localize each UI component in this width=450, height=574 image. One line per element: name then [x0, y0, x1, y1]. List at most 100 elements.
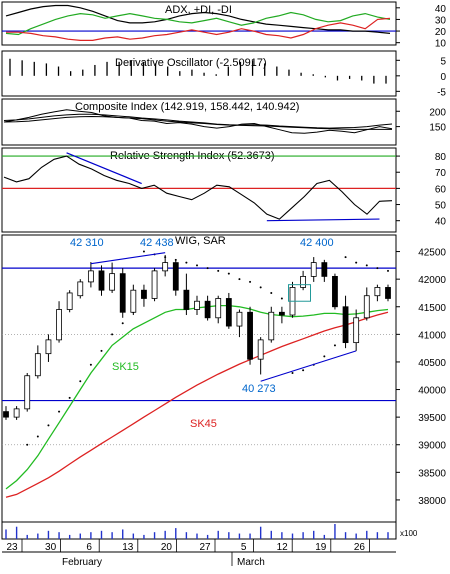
candle-body	[374, 287, 381, 297]
candle-body	[3, 411, 9, 418]
sar-dot	[227, 272, 230, 275]
rsi-panel: Relative Strength Index (52.3673) 405060…	[1, 147, 447, 233]
candle-body	[332, 275, 338, 308]
sar-dot	[121, 322, 124, 325]
price-axis-tick-label: 39500	[418, 413, 446, 424]
sar-dot	[238, 278, 241, 281]
adx-axis-tick-label: 30	[435, 15, 447, 26]
sar-dot	[387, 269, 389, 272]
sar-dot	[291, 371, 294, 374]
sar-dot	[355, 261, 358, 264]
sar-dot	[89, 363, 92, 366]
price-axis-tick-label: 42500	[418, 248, 446, 259]
x-tick-label: 19	[315, 542, 327, 553]
x-tick-label: 12	[277, 542, 289, 553]
composite-panel-frame	[1, 98, 397, 146]
candle-body	[204, 300, 211, 319]
candle-body	[353, 317, 360, 344]
adx-series-minus_di	[6, 17, 391, 41]
sar-dot	[323, 355, 326, 358]
composite-series-ma_slow	[3, 115, 392, 130]
rsi-trendline	[66, 152, 142, 185]
price-axis-tick-label: 40000	[418, 386, 446, 397]
sk45-line	[5, 311, 389, 498]
sar-dot	[47, 424, 50, 427]
sar-dot	[365, 264, 368, 267]
candle-body	[151, 270, 158, 299]
candle-body	[321, 262, 328, 277]
price-axis-tick-label: 39000	[418, 441, 446, 452]
x-tick-label: 5	[241, 542, 247, 553]
sar-dot	[259, 286, 262, 289]
x-tick-label: 26	[354, 542, 366, 553]
candle-body	[310, 262, 317, 277]
candle-body	[247, 311, 253, 360]
candle-body	[257, 339, 264, 360]
candle-body	[194, 300, 200, 310]
x-axis: February March 23 30 6 13 20 27 5 12 19 26	[2, 539, 396, 568]
sk15-label: SK15	[112, 361, 139, 373]
sk15-line	[5, 304, 389, 490]
sar-dot	[142, 250, 145, 253]
sar-dot	[206, 267, 209, 270]
annotation-low: 40 273	[242, 383, 276, 395]
candle-body	[56, 309, 62, 341]
price-axis-tick-label: 42000	[418, 275, 446, 286]
candle-body	[98, 270, 105, 291]
price-title: WIG, SAR	[175, 235, 226, 247]
candle-body	[225, 298, 232, 327]
adx-axis-tick-label: 40	[435, 4, 447, 15]
sar-dot	[270, 291, 273, 294]
composite-series-ci	[3, 109, 393, 134]
month-label-february: February	[62, 557, 102, 568]
derivative-axis-tick-label: -5	[437, 87, 446, 98]
sar-dot	[79, 380, 82, 383]
derivative-oscillator-title: Derivative Oscillator (-2.50917)	[115, 57, 267, 69]
sar-dot	[26, 443, 29, 446]
adx-axis-tick-label: 20	[435, 27, 447, 38]
adx-panel-frame	[1, 1, 397, 46]
candle-body	[45, 339, 52, 355]
rsi-panel-frame	[1, 147, 397, 233]
x-tick-label: 30	[45, 542, 57, 553]
sar-dot	[280, 297, 283, 300]
sk45-label: SK45	[190, 418, 217, 430]
rsi-axis-tick-label: 60	[435, 184, 447, 195]
sar-dot	[333, 344, 336, 347]
composite-axis-tick-label: 200	[429, 107, 446, 118]
sar-dot	[100, 349, 103, 352]
candle-body	[77, 281, 84, 297]
candle-body	[236, 311, 243, 327]
composite-axis-tick-label: 150	[429, 123, 446, 134]
price-axis-tick-label: 38000	[418, 496, 446, 507]
sar-dot	[185, 261, 188, 264]
candle-body	[183, 289, 190, 310]
candle-body	[268, 311, 275, 341]
candle-body	[34, 353, 41, 377]
price-trendline-bottom	[260, 350, 357, 382]
sar-dot	[376, 267, 379, 270]
candle-body	[363, 295, 370, 319]
composite-index-title: Composite Index (142.919, 158.442, 140.9…	[75, 101, 299, 113]
sar-dot	[217, 269, 220, 272]
candle-body	[13, 408, 20, 418]
sar-dot	[58, 410, 61, 413]
adx-axis-tick-label: 10	[435, 39, 447, 50]
candle-body	[130, 289, 137, 313]
price-panel-frame	[1, 234, 397, 540]
candle-body	[385, 287, 391, 299]
candle-body	[109, 273, 116, 291]
annotation-high-3: 42 400	[300, 237, 334, 249]
price-trendline-top	[90, 252, 166, 265]
x-tick-label: 27	[199, 542, 211, 553]
rsi-axis-tick-label: 40	[435, 217, 447, 228]
price-axis-tick-label: 41500	[418, 303, 446, 314]
composite-index-panel: Composite Index (142.919, 158.442, 140.9…	[1, 98, 446, 146]
candle-body	[162, 262, 169, 272]
rsi-axis-tick-label: 80	[435, 152, 447, 163]
sar-dot	[68, 396, 71, 399]
candle-body	[141, 289, 147, 299]
rsi-axis-tick-label: 70	[435, 168, 447, 179]
